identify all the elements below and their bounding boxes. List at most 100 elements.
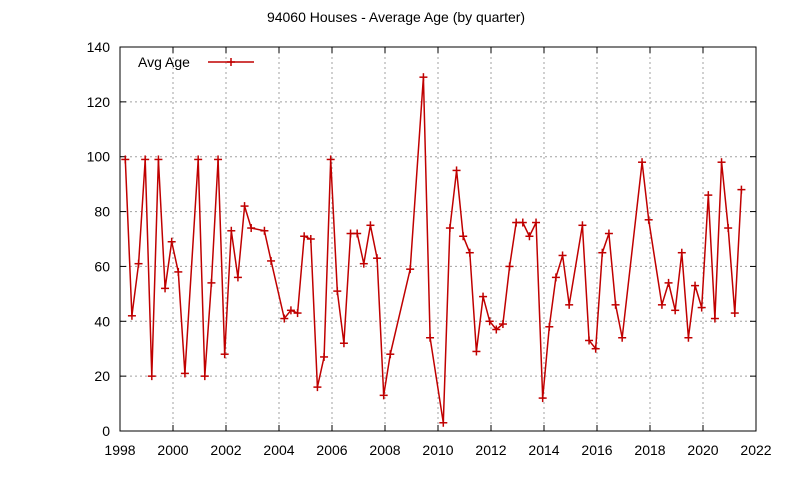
data-point — [585, 336, 594, 345]
x-tick-label: 2016 — [581, 442, 612, 458]
data-point — [671, 306, 680, 315]
data-point — [538, 394, 547, 403]
y-tick-label: 0 — [102, 423, 110, 439]
data-point — [710, 314, 719, 323]
x-tick-label: 2004 — [263, 442, 294, 458]
data-point — [359, 259, 368, 268]
data-point — [445, 224, 454, 233]
data-point — [677, 248, 686, 257]
data-point — [505, 262, 514, 271]
data-point — [532, 218, 541, 227]
data-point — [638, 158, 647, 167]
data-point — [684, 333, 693, 342]
data-point — [717, 158, 726, 167]
data-point — [293, 309, 302, 318]
data-point — [644, 215, 653, 224]
data-point — [141, 155, 150, 164]
data-point — [426, 333, 435, 342]
data-point — [479, 292, 488, 301]
data-point — [591, 344, 600, 353]
data-point — [333, 287, 342, 296]
data-point — [214, 155, 223, 164]
data-point — [485, 317, 494, 326]
y-tick-label: 20 — [94, 368, 110, 384]
data-point — [260, 226, 269, 235]
data-point — [300, 232, 309, 241]
data-point — [247, 224, 256, 233]
data-point — [286, 306, 295, 315]
x-tick-label: 2020 — [687, 442, 718, 458]
data-point — [306, 235, 315, 243]
data-point — [498, 320, 507, 329]
x-tick-label: 2000 — [157, 442, 188, 458]
x-tick-label: 1998 — [104, 442, 135, 458]
data-point — [604, 229, 613, 238]
x-tick-label: 2022 — [740, 442, 771, 458]
y-tick-label: 140 — [87, 39, 111, 55]
legend-marker — [227, 58, 235, 66]
data-point — [704, 191, 713, 200]
y-tick-label: 120 — [87, 94, 111, 110]
data-point — [386, 350, 395, 359]
data-point — [233, 273, 242, 282]
data-point — [167, 237, 176, 246]
x-tick-label: 2014 — [528, 442, 559, 458]
data-point — [558, 251, 567, 260]
data-point — [551, 273, 560, 282]
data-point — [180, 369, 189, 378]
legend: Avg Age — [138, 54, 254, 70]
data-point — [366, 221, 375, 230]
data-point — [697, 303, 706, 312]
data-point — [154, 155, 163, 164]
data-point — [691, 281, 700, 290]
y-tick-label: 40 — [94, 313, 110, 329]
data-point — [419, 73, 428, 82]
data-point — [664, 278, 673, 287]
series-avg-age — [121, 73, 746, 427]
data-point — [127, 311, 136, 320]
y-axis: 0 20 40 60 80 100 120 140 — [87, 39, 756, 439]
legend-label: Avg Age — [138, 54, 190, 70]
data-point — [472, 347, 481, 356]
data-point — [280, 314, 289, 323]
data-point — [657, 300, 666, 309]
data-point — [518, 218, 527, 227]
data-point — [618, 333, 627, 342]
data-point — [492, 325, 501, 334]
x-axis: 1998 2000 2002 2004 2006 2008 2010 2012 2014 2016… — [104, 47, 772, 458]
x-tick-label: 2008 — [369, 442, 400, 458]
data-point — [134, 259, 143, 268]
data-point — [227, 226, 236, 235]
data-point — [194, 155, 203, 164]
data-point — [121, 155, 130, 164]
data-point — [578, 221, 587, 230]
y-tick-label: 80 — [94, 204, 110, 220]
data-point — [207, 278, 216, 287]
data-point — [465, 248, 474, 257]
chart-title: 94060 Houses - Average Age (by quarter) — [267, 9, 525, 25]
data-point — [147, 372, 156, 381]
data-point — [439, 418, 448, 427]
data-point — [598, 248, 607, 257]
data-point — [379, 391, 388, 400]
data-point — [353, 229, 362, 238]
data-point — [452, 166, 461, 175]
data-point — [339, 339, 348, 348]
data-point — [200, 372, 209, 381]
data-point — [313, 383, 322, 392]
data-point — [161, 284, 170, 293]
data-point — [240, 202, 249, 211]
grid-lines — [120, 47, 756, 431]
x-tick-label: 2006 — [316, 442, 347, 458]
data-point — [220, 350, 229, 359]
y-tick-label: 100 — [87, 149, 111, 165]
data-point — [545, 322, 554, 331]
data-point — [174, 267, 183, 276]
data-point — [373, 254, 382, 263]
data-point — [267, 256, 276, 265]
data-point — [459, 232, 468, 241]
data-point — [320, 352, 329, 361]
data-point — [737, 185, 746, 194]
series-line — [124, 77, 743, 423]
